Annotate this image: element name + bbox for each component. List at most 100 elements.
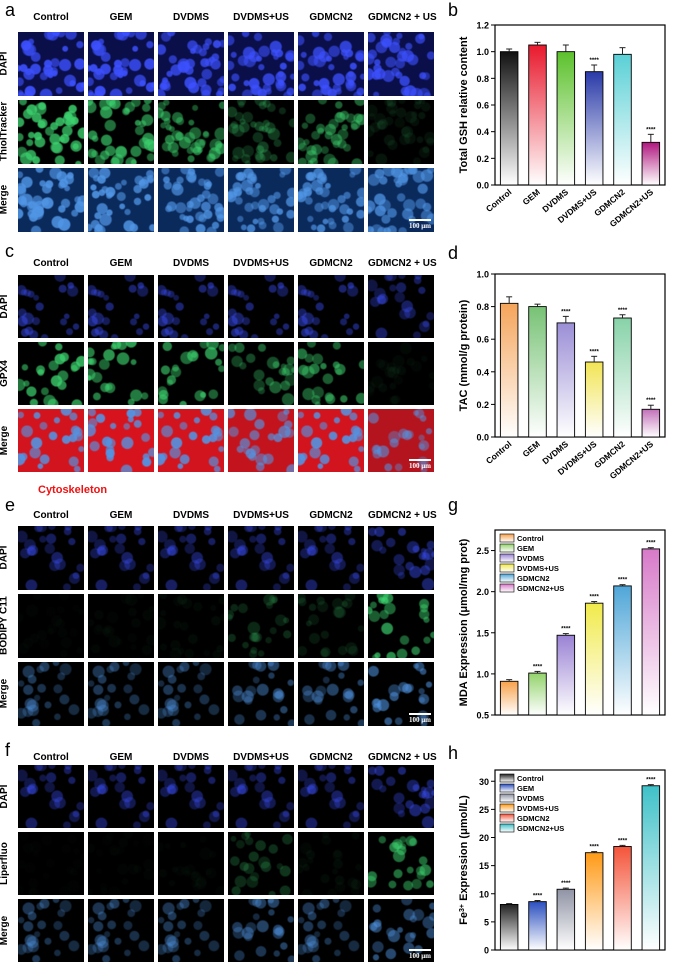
bar [584,852,604,951]
scale-bar-line [408,459,431,461]
significance-mark: **** [589,845,599,851]
y-tick-label: 5 [484,917,489,927]
y-tick-label: 0.8 [476,302,489,312]
micrograph-tile [298,526,364,590]
significance-mark: **** [646,778,656,784]
column-header: GDMCN2 [309,12,353,23]
micrograph-panel-f: Control GEM DVDMS DVDMS+US GDMCN2 GDMCN2 + US… [0,752,440,979]
micrograph-tile [18,832,84,895]
legend-swatch [499,803,515,813]
micrograph-tile [18,342,84,405]
micrograph-tile [368,32,434,96]
legend-label: Control [517,774,544,783]
micrograph-tile [298,765,364,828]
micrograph-tile [298,32,364,96]
micrograph-tile [18,409,84,472]
micrograph-tile [88,275,154,338]
micrograph-tile [158,32,224,96]
row-label: DAPI [0,294,10,318]
significance-mark: **** [646,127,656,133]
significance-mark: **** [533,894,543,900]
column-header: DVDMS [172,510,210,521]
column-header: GDMCN2 + US [368,12,437,23]
chart-b: 0.0 0.2 0.4 0.6 0.8 1.0 1.2 Total GSH relative … [458,21,666,229]
y-tick-label: 0.6 [476,101,489,111]
y-axis-label: TAC (mmol/g protein) [458,299,470,411]
row-label: Merge [0,184,10,215]
micrograph-panel-c: Control GEM DVDMS DVDMS+US GDMCN2 GDMCN2 + US… [0,255,440,495]
micrograph-tile [88,662,154,726]
row-label: BODIPY C11 [0,596,10,655]
row-label: DAPI [0,545,10,570]
micrograph-tile: 100 μm [368,662,434,726]
micrograph-tile [88,765,154,828]
scale-bar: 100 μm [409,949,431,960]
row-label: DAPI [0,51,10,76]
panel-label-a: a [5,0,16,20]
micrograph-tile [368,526,434,590]
y-tick-label: 0 [484,946,489,956]
column-header: DVDMS [172,258,210,269]
micrograph-tile: 100 μm [368,899,434,962]
y-tick-label: 1.2 [476,21,489,31]
bar [584,602,604,716]
micrograph-tile: 100 μm [368,168,434,232]
micrograph-tile [298,342,364,405]
micrograph-tile [228,526,294,590]
column-header: DVDMS+US [233,752,289,763]
bar [584,71,604,186]
scale-bar: 100 μm [409,219,431,230]
micrograph-tile [88,342,154,405]
scale-bar-label: 100 μm [408,222,431,230]
micrograph-tile [228,32,294,96]
scale-bar-line [408,219,431,221]
legend-label: DVDMS+US [517,564,559,573]
cytoskeleton-caption: Cytoskeleton [38,484,108,496]
scale-bar-label: 100 μm [408,952,431,960]
legend-label: GDMCN2 [517,574,550,583]
legend-swatch [499,563,515,573]
y-tick-label: 0.4 [476,127,489,137]
x-tick-label: GEM [521,439,542,459]
micrograph-tile [368,832,434,895]
micrograph-tile [18,899,84,962]
significance-mark: **** [618,578,628,584]
micrograph-tile [88,594,154,658]
y-tick-label: 25 [479,805,489,815]
micrograph-tile [368,342,434,405]
micrograph-panel-a: Control GEM DVDMS DVDMS+US GDMCN2 GDMCN2 + US… [0,0,440,240]
legend-swatch [499,823,515,833]
bar [528,306,547,438]
panel-label-f: f [5,740,11,760]
row-label: Liperfluo [0,841,10,885]
column-header: GDMCN2 + US [368,510,437,521]
legend-label: DVDMS [517,554,544,563]
micrograph-tile [298,832,364,895]
row-label: GPX4 [0,359,10,387]
micrograph-tile [88,526,154,590]
panel-label-d: d [448,243,459,263]
micrograph-tile [298,100,364,164]
micrograph-tile [88,409,154,472]
micrograph-tile [18,32,84,96]
legend-label: DVDMS [517,794,544,803]
micrograph-tile [18,765,84,828]
legend-swatch [499,543,515,553]
legend-label: GDMCN2 [517,814,550,823]
column-header: DVDMS [172,12,210,23]
column-header: GEM [109,752,133,763]
y-axis-label: Fe3+ Expression (μmol/L) [458,795,470,925]
legend-label: GDMCN2+US [517,584,564,593]
micrograph-tile [18,168,84,232]
column-header: GEM [109,258,133,269]
micrograph-tile [368,100,434,164]
y-tick-label: 0.0 [476,181,489,191]
bar [499,51,519,186]
legend-swatch [499,773,515,783]
column-header: GDMCN2 + US [368,258,437,269]
micrograph-tile [228,100,294,164]
micrograph-tile [228,409,294,472]
panel-label-g: g [448,495,459,515]
micrograph-tile [368,275,434,338]
y-axis-label-sup: 3+ [459,904,466,912]
